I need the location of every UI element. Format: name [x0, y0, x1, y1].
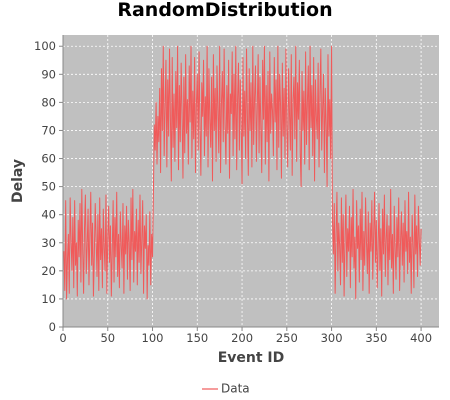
x-tick-label: 0	[59, 331, 66, 345]
x-axis-label: Event ID	[218, 350, 285, 366]
y-axis-ticks: 0 10 20 30 40 50 60 70 80 90 100	[34, 39, 63, 334]
chart-title: RandomDistribution	[117, 0, 332, 21]
y-tick-label: 30	[41, 236, 56, 250]
y-tick-label: 0	[49, 320, 56, 334]
legend: Data	[202, 382, 250, 396]
x-tick-label: 50	[100, 331, 115, 345]
y-tick-label: 50	[41, 180, 56, 194]
x-tick-label: 300	[321, 331, 343, 345]
x-tick-label: 250	[276, 331, 298, 345]
y-axis-label: Delay	[10, 159, 26, 203]
y-tick-label: 70	[41, 123, 56, 137]
x-tick-label: 150	[186, 331, 208, 345]
y-tick-label: 80	[41, 95, 56, 109]
x-tick-label: 100	[142, 331, 164, 345]
y-tick-label: 60	[41, 152, 56, 166]
x-tick-label: 350	[365, 331, 387, 345]
legend-label-data: Data	[221, 382, 250, 396]
x-axis-ticks: 0 50 100 150 200 250 300 350 400	[59, 327, 432, 345]
y-tick-label: 90	[41, 67, 56, 81]
y-tick-label: 20	[41, 264, 56, 278]
y-tick-label: 100	[34, 39, 56, 53]
x-tick-label: 200	[231, 331, 253, 345]
y-tick-label: 40	[41, 208, 56, 222]
x-tick-label: 400	[410, 331, 432, 345]
y-tick-label: 10	[41, 292, 56, 306]
